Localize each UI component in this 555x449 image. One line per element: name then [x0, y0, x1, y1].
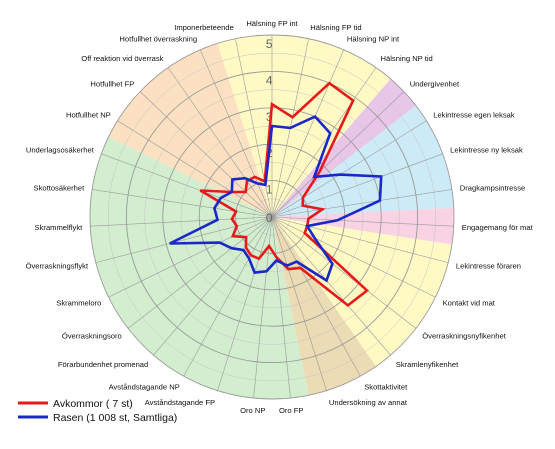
category-label: Hotfullhet FP — [90, 79, 134, 88]
grid-spoke — [271, 153, 443, 218]
category-label: Skottaktivitet — [364, 383, 408, 392]
category-label: Hälsning FP tid — [310, 23, 361, 32]
grid-spoke — [271, 216, 291, 399]
grid-spoke — [108, 216, 273, 298]
grid-spoke — [153, 216, 273, 356]
category-label: Skramlenyfikenhet — [396, 360, 459, 369]
scale-tick-label: 3 — [266, 110, 273, 124]
grid-spoke — [101, 153, 273, 218]
grid-spoke — [271, 67, 377, 218]
category-sector-4 — [272, 217, 452, 367]
category-label: Engagemang för mat — [462, 223, 534, 232]
grid-spoke — [183, 216, 273, 377]
category-label: Oro NP — [240, 406, 265, 415]
category-label: Undersökning av annat — [329, 398, 408, 407]
grid-spoke — [117, 120, 273, 218]
grid-spoke — [271, 91, 405, 218]
grid-spoke — [271, 49, 345, 218]
category-sector-7 — [108, 43, 272, 218]
category-label: Hotfullhet överraskning — [119, 35, 197, 44]
category-sector-6 — [90, 136, 309, 399]
category-label: Överraskningsflykt — [26, 262, 89, 271]
category-label: Kontakt vid mat — [443, 298, 496, 307]
category-labels: Hälsning FP int Hälsning FP tid Hälsning N… — [26, 19, 534, 415]
category-label: Avståndstagande FP — [145, 398, 215, 407]
category-label: Lekintresse egen leksak — [433, 110, 515, 119]
grid-spoke — [271, 120, 427, 218]
grid-spoke — [271, 216, 454, 227]
category-label: Överraskningsoro — [62, 332, 122, 341]
radar-grid — [89, 34, 455, 400]
category-label: Undergivenhet — [410, 79, 460, 88]
category-label: Hotfullhet NP — [66, 110, 111, 119]
grid-spoke — [127, 216, 273, 329]
grid-spoke — [167, 67, 273, 218]
scale-tick-label: 0 — [266, 211, 273, 225]
legend-label-1: Rasen (1 008 st, Samtliga) — [53, 412, 177, 424]
series-line-1 — [169, 115, 383, 283]
category-label: Dragkampsintresse — [460, 184, 525, 193]
grid-spoke — [199, 49, 273, 218]
grid-spoke — [92, 189, 273, 218]
category-label: Skrammeloro — [56, 298, 101, 307]
category-label: Lekintresse ny leksak — [450, 146, 523, 155]
category-label: Avståndstagande NP — [109, 383, 180, 392]
category-label: Hälsning FP int — [246, 19, 298, 28]
category-label: Imponerbeteende — [174, 23, 234, 32]
scale-tick-label: 4 — [266, 73, 273, 87]
grid-spoke — [95, 216, 273, 263]
category-label: Oro FP — [279, 406, 303, 415]
category-sector-3 — [272, 207, 455, 245]
grid-spoke — [271, 189, 452, 218]
grid-spoke — [271, 216, 327, 391]
grid-spoke — [271, 216, 449, 263]
category-label: Off reaktion vid överrask — [81, 54, 163, 63]
category-sector-2 — [272, 105, 454, 217]
data-series — [169, 81, 383, 308]
category-label: Hälsning NP tid — [381, 54, 433, 63]
category-sector-8 — [217, 35, 272, 218]
grid-spoke — [90, 216, 273, 227]
grid-spoke — [271, 216, 436, 298]
category-label: Skrammelflykt — [35, 223, 84, 232]
scale-tick-label: 1 — [266, 183, 273, 197]
grid-spoke — [217, 216, 273, 391]
category-label: Skottosäkerhet — [34, 184, 86, 193]
category-label: Lekintresse föraren — [456, 262, 521, 271]
grid-spoke — [235, 38, 273, 218]
grid-spoke — [139, 91, 273, 218]
category-label: Hälsning NP int — [347, 35, 400, 44]
category-label: Underlagsosäkerhet — [26, 146, 95, 155]
category-label: Förarbundenhet promenad — [58, 360, 148, 369]
grid-spoke — [271, 216, 391, 356]
legend-label-0: Avkommor ( 7 st) — [53, 398, 133, 410]
category-label: Överraskningsnyfikenhet — [422, 332, 506, 341]
grid-spoke — [271, 216, 417, 329]
grid-spoke — [271, 216, 361, 377]
legend: Avkommor ( 7 st) Rasen (1 008 st, Samtlig… — [18, 398, 177, 424]
scale-tick-label: 5 — [266, 37, 273, 51]
series-line-0 — [199, 81, 370, 308]
